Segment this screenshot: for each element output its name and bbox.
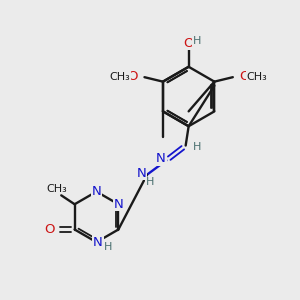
Text: O: O [239,70,250,83]
Text: N: N [113,198,123,211]
Text: H: H [103,242,112,252]
Text: O: O [183,37,194,50]
Text: CH₃: CH₃ [247,72,268,82]
Text: CH₃: CH₃ [110,72,130,82]
Text: N: N [93,236,103,249]
Text: H: H [146,177,154,187]
Text: H: H [193,142,201,152]
Text: N: N [137,167,147,180]
Text: N: N [156,152,166,165]
Text: N: N [92,185,101,198]
Text: H: H [193,36,201,46]
Text: CH₃: CH₃ [46,184,67,194]
Text: O: O [128,70,138,83]
Text: O: O [44,223,55,236]
